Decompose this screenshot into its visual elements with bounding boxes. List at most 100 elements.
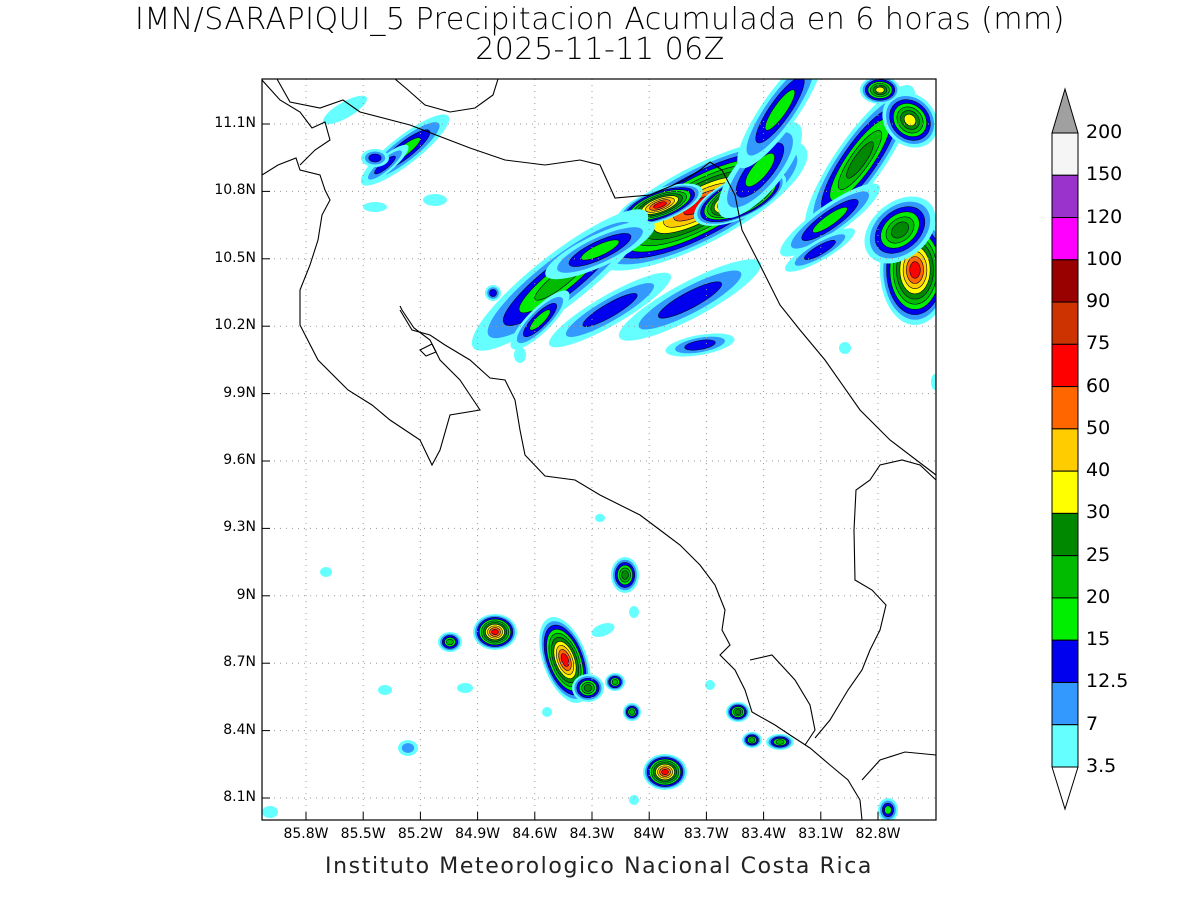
colorbar-swatch <box>1051 512 1079 557</box>
gulf-nicoya-coast <box>399 309 863 820</box>
colorbar-swatch <box>1051 132 1079 176</box>
map-datetime: 2025-11-11 06Z <box>475 32 725 67</box>
lat-tick-label: 8.7N <box>223 654 256 671</box>
colorbar-swatch <box>1051 259 1079 303</box>
lat-tick-label: 10.8N <box>214 182 256 199</box>
colorbar-label: 12.5 <box>1086 670 1129 693</box>
colorbar-swatch <box>1051 301 1079 345</box>
rain-cell <box>717 121 803 219</box>
colorbar-label: 50 <box>1086 416 1111 439</box>
lat-tick-label: 11.1N <box>214 115 256 131</box>
colorbar-label: 7 <box>1086 712 1099 735</box>
colorbar-swatch <box>1051 724 1079 768</box>
colorbar-swatch <box>1051 555 1079 599</box>
lon-tick-label: 84W <box>633 826 666 842</box>
rain-cell <box>780 183 880 257</box>
lat-tick-label: 10.5N <box>214 249 256 266</box>
colorbar-label: 120 <box>1086 205 1123 228</box>
lon-tick-label: 82.8W <box>855 826 901 842</box>
north-coast-detail <box>262 79 331 166</box>
rain-cell <box>623 703 641 721</box>
rain-cell <box>595 514 605 522</box>
rain-cell <box>618 259 762 341</box>
rain-cell <box>605 673 625 691</box>
rain-cell <box>611 557 639 593</box>
rain-cell <box>665 333 735 357</box>
nicaragua-coast <box>394 79 499 113</box>
lon-tick-label: 85.2W <box>397 826 443 842</box>
lon-tick-label: 85.8W <box>283 826 329 842</box>
rain-cell <box>322 95 368 125</box>
rain-cell <box>510 290 570 350</box>
rain-cell <box>785 228 855 272</box>
rain-cell <box>766 734 794 750</box>
lon-tick-label: 83.4W <box>741 826 787 842</box>
rain-cell <box>438 632 462 652</box>
rain-cell <box>398 740 418 756</box>
rain-cell <box>737 79 823 169</box>
colorbar-label: 25 <box>1086 543 1111 566</box>
lat-tick-label: 8.1N <box>223 789 256 805</box>
rain-cell <box>882 92 936 148</box>
colorbar-label: 30 <box>1086 501 1111 524</box>
colorbar-label: 3.5 <box>1086 755 1117 777</box>
lat-tick-label: 9N <box>236 586 256 603</box>
rain-cell <box>262 806 278 818</box>
colorbar-label: 40 <box>1086 459 1111 482</box>
rain-cell <box>705 680 715 690</box>
rain-cell <box>864 196 936 264</box>
rain-cell <box>545 220 655 280</box>
lat-tick-label: 10.2N <box>214 317 256 334</box>
rain-cell <box>320 567 332 577</box>
burica-coast <box>749 654 816 746</box>
colorbar-under-arrow <box>1051 766 1079 811</box>
border-line <box>276 79 936 476</box>
lon-tick-label: 83.1W <box>798 826 844 842</box>
precipitation-field <box>262 79 936 820</box>
plot-frame <box>261 78 937 821</box>
footer-credit: Instituto Meteorologico Nacional Costa R… <box>325 854 873 879</box>
rain-cell <box>643 754 687 790</box>
map-title: IMN/SARAPIQUI_5 Precipitacion Acumulada … <box>135 2 1065 37</box>
rain-cell <box>591 623 615 637</box>
colorbar-label: 100 <box>1086 247 1123 270</box>
coastline-borders <box>262 79 936 820</box>
colorbar-swatch <box>1051 343 1079 388</box>
axis-ticks <box>262 123 879 820</box>
colorbar-swatch <box>1051 639 1079 683</box>
rain-cell <box>548 272 672 348</box>
colorbar-swatch <box>1051 681 1079 726</box>
colorbar-swatch <box>1051 470 1079 514</box>
rain-cell <box>726 702 750 722</box>
lon-tick-label: 84.6W <box>512 826 558 842</box>
island-outline <box>419 343 437 357</box>
lon-tick-label: 85.5W <box>340 826 386 842</box>
rain-cell <box>931 374 936 390</box>
colorbar-label: 90 <box>1086 290 1111 313</box>
rain-cell <box>878 798 898 820</box>
rain-cell <box>361 144 409 186</box>
colorbar-over-arrow <box>1051 87 1079 134</box>
rain-cell <box>542 707 552 717</box>
rain-cell <box>423 194 447 206</box>
lat-tick-label: 8.4N <box>223 721 256 738</box>
rain-cell <box>629 606 639 618</box>
nicoya-coast <box>262 157 481 467</box>
rain-cell <box>457 683 473 693</box>
rain-cell <box>839 342 851 354</box>
rain-cell <box>629 795 639 805</box>
rain-cell <box>860 79 900 104</box>
lat-tick-label: 9.9N <box>223 384 256 401</box>
colorbar-label: 200 <box>1086 121 1123 143</box>
rain-cell <box>485 285 501 301</box>
lat-tick-label: 9.3N <box>223 519 256 536</box>
colorbar-label: 75 <box>1086 332 1111 355</box>
colorbar-label: 150 <box>1086 163 1123 186</box>
rain-cell <box>514 347 526 363</box>
colorbar-label: 60 <box>1086 374 1111 397</box>
lat-tick-label: 9.6N <box>223 452 256 468</box>
colorbar-label: 20 <box>1086 585 1111 608</box>
colorbar-label: 15 <box>1086 628 1111 651</box>
colorbar-swatch <box>1051 217 1079 261</box>
colorbar <box>1051 87 1079 811</box>
